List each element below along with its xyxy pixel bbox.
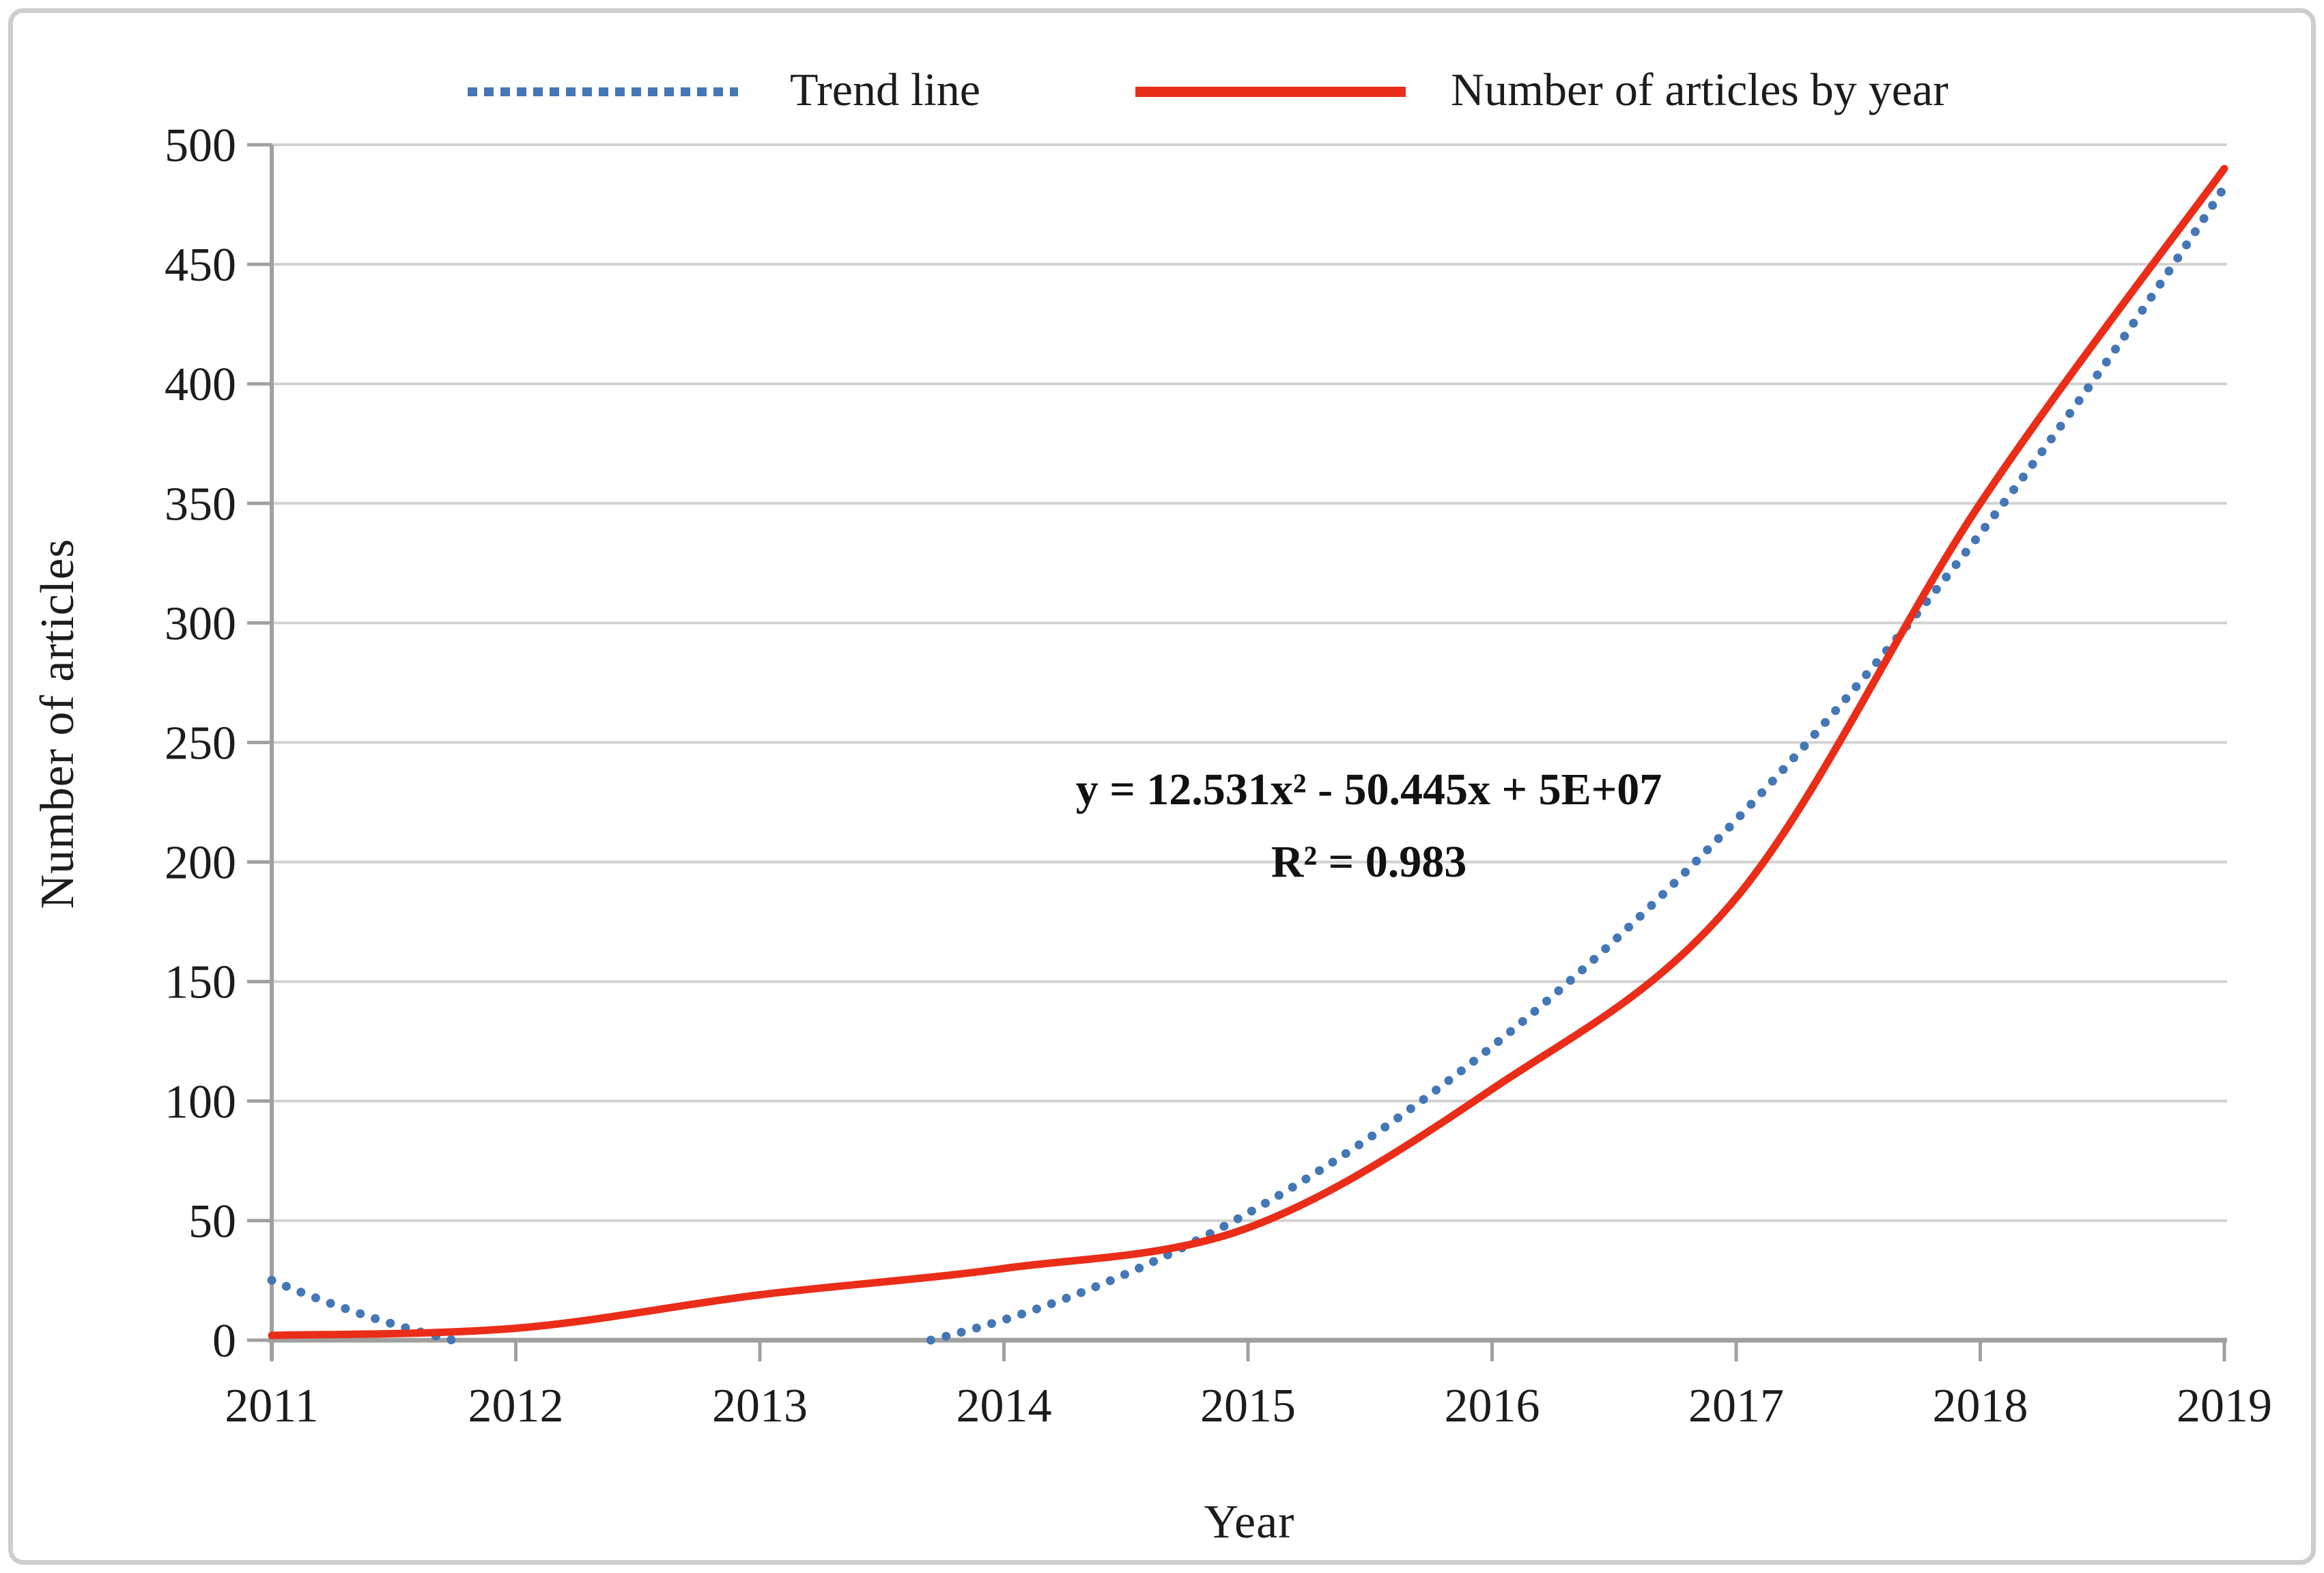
y-tick-label-100: 100 bbox=[165, 1076, 236, 1129]
y-axis-title: Number of articles bbox=[31, 538, 84, 909]
x-tick-label-2015: 2015 bbox=[1200, 1380, 1296, 1432]
y-tick-label-150: 150 bbox=[165, 956, 236, 1009]
legend-label-trend-line: Trend line bbox=[790, 63, 980, 115]
x-tick-label-2017: 2017 bbox=[1688, 1380, 1784, 1432]
y-tick-label-0: 0 bbox=[212, 1315, 236, 1367]
y-tick-label-50: 50 bbox=[188, 1195, 236, 1248]
y-tick-label-400: 400 bbox=[165, 358, 236, 411]
y-tick-label-500: 500 bbox=[165, 119, 236, 172]
legend-label-articles-by-year: Number of articles by year bbox=[1451, 63, 1949, 115]
articles-line-solid-sample-icon bbox=[1135, 86, 1406, 97]
trend-line-dotted-sample-icon bbox=[468, 87, 738, 96]
x-tick-label-2016: 2016 bbox=[1445, 1380, 1540, 1432]
x-axis-title: Year bbox=[1204, 1496, 1295, 1548]
x-tick-label-2012: 2012 bbox=[468, 1380, 564, 1432]
x-tick-label-2013: 2013 bbox=[712, 1380, 808, 1432]
x-tick-label-2014: 2014 bbox=[956, 1380, 1052, 1432]
x-tick-label-2018: 2018 bbox=[1933, 1380, 2028, 1432]
legend-item-articles-by-year: Number of articles by year bbox=[1135, 63, 1949, 115]
y-tick-label-350: 350 bbox=[165, 478, 236, 530]
trendline-equation-r-squared: R² = 0.983 bbox=[1271, 837, 1467, 887]
trendline-equation: y = 12.531x² - 50.445x + 5E+07 R² = 0.98… bbox=[959, 754, 1779, 898]
articles-by-year-line bbox=[268, 165, 2228, 1340]
y-tick-label-200: 200 bbox=[165, 837, 236, 890]
legend-item-trend-line: Trend line bbox=[468, 63, 980, 115]
y-tick-label-300: 300 bbox=[165, 597, 236, 650]
x-tick-label-2019: 2019 bbox=[2177, 1380, 2272, 1432]
x-tick-label-2011: 2011 bbox=[225, 1380, 318, 1432]
y-tick-label-250: 250 bbox=[165, 718, 236, 770]
y-tick-label-450: 450 bbox=[165, 239, 236, 292]
trendline-equation-formula: y = 12.531x² - 50.445x + 5E+07 bbox=[1075, 765, 1662, 814]
